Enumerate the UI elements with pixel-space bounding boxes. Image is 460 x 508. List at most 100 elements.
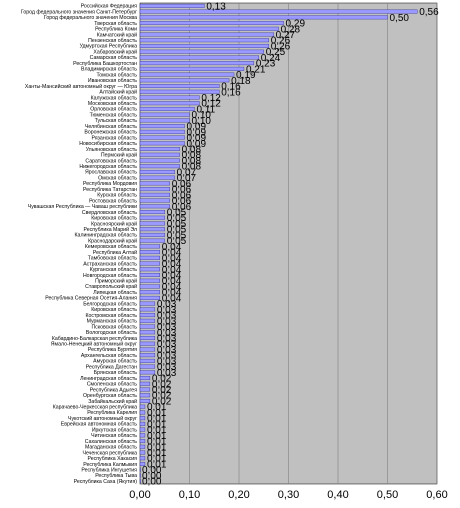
value-label: 0,50	[390, 13, 410, 24]
category-label: Костромская область	[85, 313, 137, 319]
value-label: 0,09	[187, 127, 207, 138]
bar	[139, 376, 151, 381]
x-tick-label: 0,40	[327, 489, 348, 501]
bar	[139, 106, 195, 111]
bar	[139, 187, 170, 192]
value-label: 0,07	[177, 173, 197, 184]
value-label: 0,04	[162, 248, 182, 259]
value-label: 0,12	[201, 99, 221, 110]
category-label: Московская область	[88, 101, 137, 107]
value-label: 0,08	[182, 162, 202, 173]
category-label: Ленинградская область	[80, 376, 137, 382]
category-label: Новосибирская область	[79, 141, 137, 147]
x-tick-label: 0,60	[426, 489, 447, 501]
bar	[139, 439, 146, 444]
bar	[139, 364, 156, 369]
bar	[139, 467, 141, 472]
category-label: Российская Федерация	[81, 3, 137, 10]
value-label: 0,08	[182, 156, 202, 167]
bar	[139, 347, 156, 352]
bar	[139, 227, 165, 232]
value-label: 0,04	[162, 270, 182, 281]
bar	[139, 278, 160, 283]
value-label: 0,06	[172, 202, 192, 213]
value-label: 0,04	[162, 265, 182, 276]
bar	[139, 164, 180, 169]
bar	[139, 26, 279, 31]
bar	[139, 244, 160, 249]
category-label: Кировская область	[91, 216, 137, 222]
category-label: Иркутская область	[92, 427, 137, 433]
bars	[139, 3, 418, 484]
value-label: 0,03	[157, 311, 177, 322]
category-label: Томская область	[96, 72, 137, 78]
category-label: Кабардино-Балкарская республика	[52, 336, 137, 342]
value-label: 0,01	[147, 448, 167, 459]
bar	[139, 152, 180, 157]
value-label: 0,03	[157, 368, 177, 379]
value-label: 0,27	[276, 30, 296, 41]
bar	[139, 49, 264, 54]
bar	[139, 84, 220, 89]
bar	[139, 456, 146, 461]
category-label: Нижегородская область	[79, 164, 137, 170]
category-label: Липецкая область	[93, 290, 137, 296]
value-label: 0,02	[152, 385, 172, 396]
value-label: 0,25	[266, 47, 286, 58]
value-label: 0,03	[157, 305, 177, 316]
category-label: Республика Коми	[95, 27, 137, 33]
bar	[139, 353, 156, 358]
category-label: Город федерального значения Москва	[44, 15, 137, 21]
value-label: 0,05	[167, 213, 187, 224]
bar	[139, 3, 205, 8]
value-label: 0,05	[167, 230, 187, 241]
value-label: 0,26	[271, 36, 291, 47]
bar	[139, 141, 185, 146]
category-label: Республика Мордовия	[83, 181, 137, 187]
bar	[139, 273, 160, 277]
category-label: Пензенская область	[88, 38, 137, 44]
category-label: Республика Башкортостан	[73, 61, 137, 67]
value-label: 0,05	[167, 208, 187, 219]
category-label: Белгородская область	[83, 301, 137, 307]
bar	[139, 381, 151, 386]
bar	[139, 135, 185, 140]
bar	[139, 238, 165, 243]
category-label: Вологодская область	[86, 330, 137, 336]
bar	[139, 15, 388, 20]
x-tick-label: 0,00	[129, 489, 150, 501]
category-label: Смоленская область	[87, 382, 137, 388]
category-label: Тульская область	[95, 118, 138, 124]
category-label: Архангельская область	[81, 353, 137, 359]
bar	[139, 324, 156, 329]
value-label: 0,10	[192, 116, 212, 127]
value-label: 0,06	[172, 179, 192, 190]
value-label: 0,06	[172, 185, 192, 196]
category-label: Курганская область	[90, 267, 138, 273]
category-label: Город федерального значения Санкт-Петерб…	[21, 9, 137, 15]
category-label: Калининградская область	[75, 233, 138, 239]
bar	[139, 9, 418, 14]
category-label: Приморский край	[95, 278, 137, 285]
value-label: 0,02	[152, 379, 172, 390]
bar	[139, 398, 151, 403]
bar	[139, 66, 245, 71]
category-label: Красноярский край	[91, 220, 137, 227]
category-label: Хабаровский край	[93, 48, 137, 55]
category-label: Республика Ингушетия	[81, 467, 137, 473]
category-label: Читинская область	[91, 433, 137, 439]
category-label: Оренбургская область	[83, 393, 137, 399]
value-label: 0,09	[187, 133, 207, 144]
value-label: 0,01	[147, 414, 167, 425]
bar	[139, 250, 160, 255]
bar	[139, 450, 146, 455]
bar	[139, 336, 156, 340]
value-labels: 0,13 0,56 0,50 0,290,280,270,260,260,250,24…	[142, 1, 439, 487]
value-label: 0,13	[206, 1, 226, 12]
value-label: 0,04	[162, 282, 182, 293]
value-label: 0,04	[162, 276, 182, 287]
bar	[139, 404, 146, 409]
category-label: Магаданская область	[85, 445, 137, 451]
